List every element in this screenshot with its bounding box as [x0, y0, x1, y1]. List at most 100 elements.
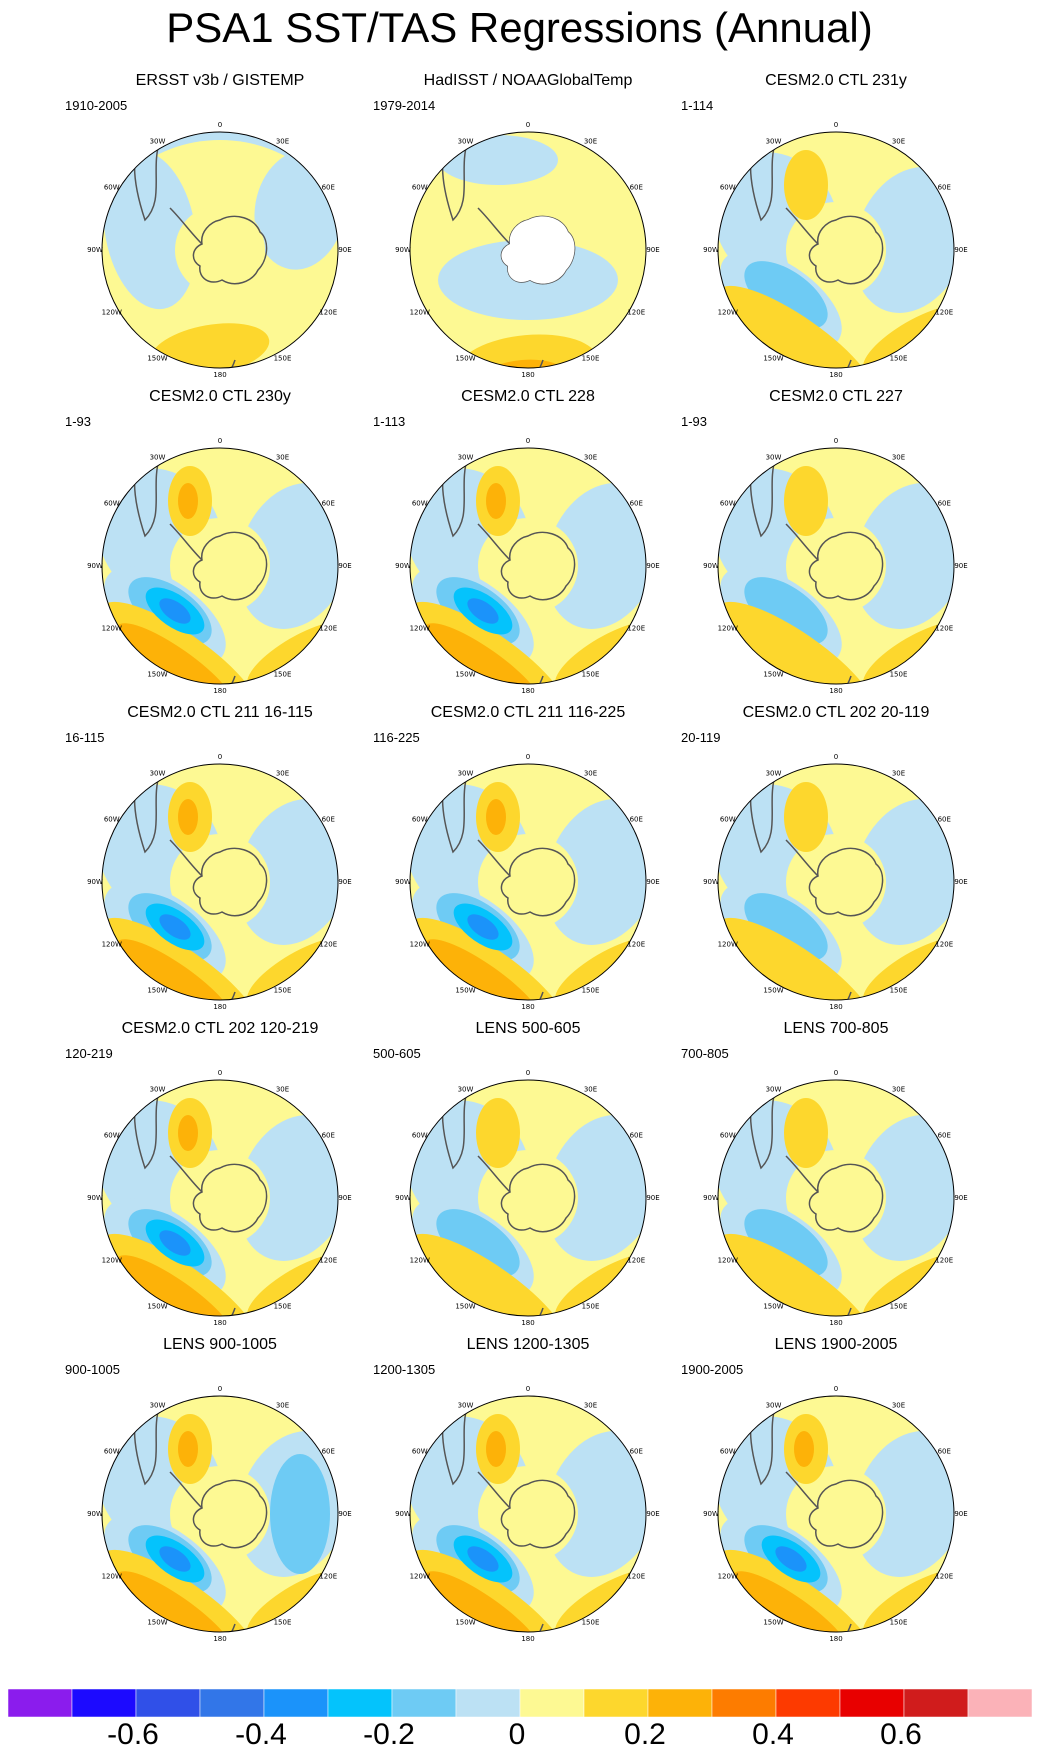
panel-title: LENS 1900-2005 — [774, 1336, 898, 1353]
colorbar — [8, 1689, 1032, 1717]
longitude-label: 60E — [630, 1448, 643, 1456]
panel-period: 16-115 — [65, 730, 105, 745]
panel-title: LENS 700-805 — [783, 1020, 889, 1037]
longitude-label: 0 — [218, 437, 222, 445]
colorbar-swatch — [455, 1689, 521, 1717]
longitude-label: 30E — [892, 454, 905, 462]
longitude-label: 150E — [890, 986, 908, 994]
longitude-label: 60W — [104, 816, 120, 824]
map-panel: LENS 1200-1305 1200-1305 0 30E 60E 90E 120E 1… — [363, 1336, 693, 1676]
contour-field — [853, 1115, 954, 1261]
longitude-label: 120W — [410, 1573, 430, 1581]
colorbar-swatch — [583, 1689, 649, 1717]
panel-period: 1900-2005 — [681, 1362, 744, 1377]
longitude-label: 60W — [412, 1132, 428, 1140]
longitude-label: 30E — [276, 138, 289, 146]
longitude-label: 180 — [521, 1003, 534, 1011]
contour-field — [784, 150, 828, 220]
longitude-label: 120E — [627, 1573, 645, 1581]
colorbar-swatch — [8, 1689, 73, 1717]
contour-field — [718, 1233, 876, 1316]
colorbar-label: -0.2 — [363, 1718, 415, 1751]
coastline — [169, 839, 203, 877]
contour-field — [178, 1431, 198, 1467]
longitude-label: 60E — [322, 500, 335, 508]
contour-field — [159, 598, 191, 624]
longitude-label: 60W — [720, 1132, 736, 1140]
longitude-label: 90W — [703, 562, 719, 570]
colorbar-swatch — [647, 1689, 713, 1717]
longitude-label: 30W — [766, 1086, 782, 1094]
panel-title: CESM2.0 CTL 211 16-115 — [127, 704, 313, 721]
contour-field — [270, 1454, 330, 1574]
polar-map: 0 30E 60E 90E 120E 150E 180 150W 120W 90W 60W 30W — [87, 753, 352, 1011]
contour-field — [424, 939, 542, 1000]
coastline — [309, 1598, 338, 1627]
longitude-label: 120E — [935, 625, 953, 633]
longitude-label: 0 — [218, 753, 222, 761]
panel-title: CESM2.0 CTL 228 — [461, 388, 595, 405]
longitude-label: 30E — [276, 770, 289, 778]
longitude-label: 60W — [720, 184, 736, 192]
longitude-label: 60E — [322, 1132, 335, 1140]
contour-field — [159, 1230, 191, 1256]
coastline — [517, 991, 544, 1000]
polar-map: 0 30E 60E 90E 120E 150E 180 150W 120W 90W 60W 30W — [703, 121, 968, 379]
longitude-label: 30E — [892, 770, 905, 778]
contour-field — [116, 623, 234, 684]
coastline — [617, 650, 646, 679]
contour-field — [545, 1115, 646, 1261]
longitude-label: 0 — [218, 1385, 222, 1393]
coastline — [617, 1282, 646, 1311]
longitude-label: 150W — [455, 354, 475, 362]
longitude-label: 90W — [395, 562, 411, 570]
map-panel: CESM2.0 CTL 231y 1-114 0 30E 60E 90E 120E 150… — [671, 72, 1001, 412]
longitude-label: 30E — [584, 770, 597, 778]
coastline — [785, 1155, 819, 1193]
longitude-label: 60W — [720, 1448, 736, 1456]
longitude-label: 30E — [276, 1402, 289, 1410]
contour-field — [159, 1546, 191, 1572]
panel-period: 120-219 — [65, 1046, 113, 1061]
contour-field — [718, 285, 876, 368]
longitude-label: 90E — [338, 246, 351, 254]
colorbar-swatch — [775, 1689, 841, 1717]
missing-data — [501, 216, 575, 284]
longitude-label: 30W — [458, 138, 474, 146]
coastline — [785, 1471, 819, 1509]
colorbar-swatch — [519, 1689, 585, 1717]
coastline — [825, 675, 852, 684]
longitude-label: 0 — [834, 753, 838, 761]
contour-field — [545, 1431, 646, 1577]
longitude-label: 30E — [584, 1086, 597, 1094]
panel-period: 1-113 — [373, 414, 406, 429]
contour-field — [853, 483, 954, 629]
longitude-label: 180 — [521, 371, 534, 379]
longitude-label: 30W — [150, 770, 166, 778]
longitude-label: 0 — [834, 1069, 838, 1077]
coastline — [209, 675, 236, 684]
longitude-label: 90E — [954, 1194, 967, 1202]
longitude-label: 120W — [718, 941, 738, 949]
longitude-label: 0 — [218, 1069, 222, 1077]
colorbar-label: 0 — [508, 1718, 526, 1751]
contour-field — [794, 1431, 814, 1467]
longitude-label: 0 — [834, 121, 838, 129]
longitude-label: 180 — [521, 1635, 534, 1643]
contour-field — [438, 135, 558, 185]
longitude-label: 120E — [319, 941, 337, 949]
longitude-label: 90E — [954, 246, 967, 254]
contour-field — [478, 1466, 578, 1562]
contour-field — [170, 834, 270, 930]
longitude-label: 90E — [646, 246, 659, 254]
polar-map: 0 30E 60E 90E 120E 150E 180 150W 120W 90W 60W 30W — [395, 753, 660, 1011]
longitude-label: 120E — [627, 309, 645, 317]
coastline — [209, 991, 236, 1000]
longitude-label: 30E — [892, 1086, 905, 1094]
coastline — [169, 1155, 203, 1193]
longitude-label: 120W — [102, 941, 122, 949]
longitude-label: 30W — [766, 138, 782, 146]
longitude-label: 90E — [646, 562, 659, 570]
map-panel: CESM2.0 CTL 228 1-113 0 30E 60E 90E 120E 150E… — [363, 388, 693, 728]
longitude-label: 150E — [274, 1618, 292, 1626]
